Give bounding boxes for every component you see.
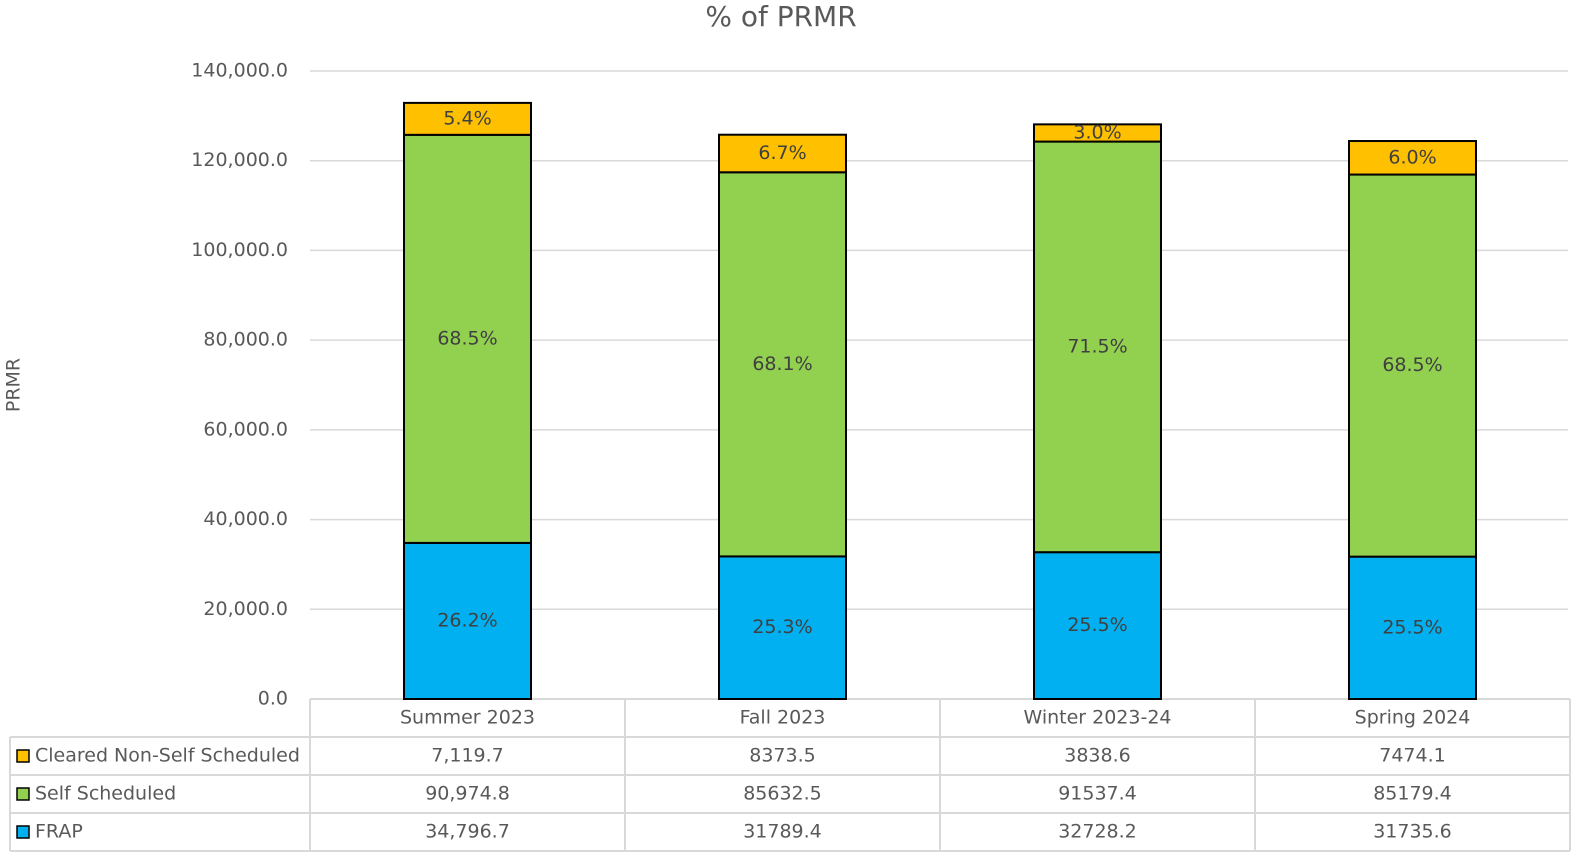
bar-segment: [1348, 555, 1477, 701]
y-tick-label: 120,000.0: [191, 149, 288, 171]
legend-label: FRAP: [35, 821, 83, 843]
y-tick-label: 80,000.0: [203, 329, 288, 351]
legend-label: Self Scheduled: [35, 783, 176, 805]
x-tick-label: Summer 2023: [400, 707, 535, 729]
table-value: 91537.4: [1058, 783, 1137, 805]
table-value: 85632.5: [743, 783, 822, 805]
bar-segment: [1033, 123, 1162, 143]
table-value: 32728.2: [1058, 821, 1137, 843]
y-axis-label: PRMR: [3, 358, 25, 412]
y-tick-label: 100,000.0: [191, 239, 288, 261]
data-label: 26.2%: [437, 609, 497, 631]
bar-segment: [718, 171, 847, 558]
table-value: 31735.6: [1373, 821, 1452, 843]
x-tick-label: Spring 2024: [1355, 707, 1471, 729]
table-value: 90,974.8: [425, 783, 510, 805]
table-value: 31789.4: [743, 821, 822, 843]
data-label: 6.0%: [1388, 146, 1436, 168]
y-tick-label: 60,000.0: [203, 418, 288, 440]
table-value: 7,119.7: [431, 745, 504, 767]
data-label: 25.3%: [752, 616, 812, 638]
bar-segment: [403, 133, 532, 544]
y-tick-label: 20,000.0: [203, 598, 288, 620]
data-label: 6.7%: [758, 142, 806, 164]
table-value: 3838.6: [1064, 745, 1130, 767]
data-label: 68.1%: [752, 353, 812, 375]
legend-swatch: [16, 825, 30, 839]
y-tick-label: 0.0: [258, 688, 288, 710]
legend-label: Cleared Non-Self Scheduled: [35, 745, 300, 767]
bar-segment: [1348, 173, 1477, 558]
data-label: 3.0%: [1073, 121, 1121, 143]
table-value: 85179.4: [1373, 783, 1452, 805]
table-value: 34,796.7: [425, 821, 510, 843]
chart-title: % of PRMR: [705, 0, 856, 33]
y-tick-label: 140,000.0: [191, 60, 288, 82]
legend-swatch: [16, 787, 30, 801]
data-label: 68.5%: [1382, 354, 1442, 376]
data-label: 25.5%: [1067, 614, 1127, 636]
bar-segment: [403, 101, 532, 136]
bar-segment: [718, 555, 847, 701]
x-tick-label: Winter 2023-24: [1023, 707, 1171, 729]
data-label: 5.4%: [443, 107, 491, 129]
bar-segment: [718, 133, 847, 174]
bar-segment: [1348, 140, 1477, 176]
data-label: 25.5%: [1382, 616, 1442, 638]
bar-segment: [1033, 551, 1162, 701]
table-value: 8373.5: [749, 745, 815, 767]
y-tick-label: 40,000.0: [203, 508, 288, 530]
data-label: 71.5%: [1067, 335, 1127, 357]
legend-swatch: [16, 749, 30, 763]
table-value: 7474.1: [1379, 745, 1445, 767]
x-tick-label: Fall 2023: [740, 707, 826, 729]
bar-segment: [1033, 140, 1162, 554]
data-label: 68.5%: [437, 327, 497, 349]
